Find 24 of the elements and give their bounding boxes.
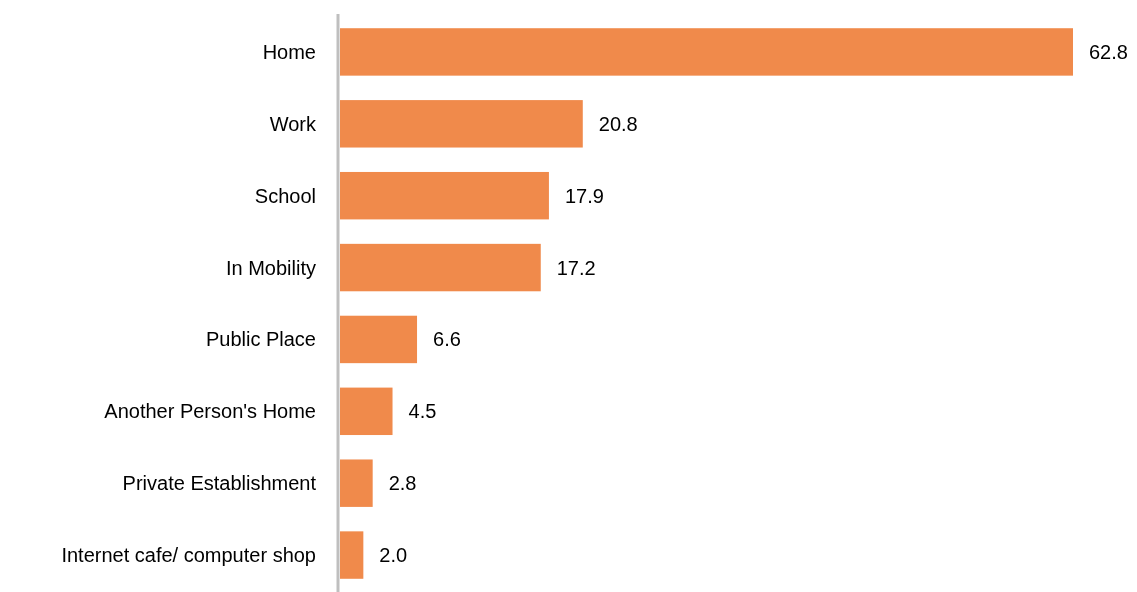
bar: [340, 459, 373, 507]
y-tick-label: Work: [269, 112, 317, 135]
bar: [340, 171, 549, 220]
y-tick-label: School: [254, 184, 316, 207]
data-label: 6.6: [433, 328, 461, 351]
bar: [340, 531, 364, 579]
bar: [340, 387, 393, 436]
bar: [340, 28, 1073, 76]
data-label: 2.0: [379, 544, 408, 567]
y-tick-label: In Mobility: [225, 256, 316, 279]
data-label: 2.8: [388, 472, 417, 495]
y-tick-label: Internet cafe/ computer shop: [61, 544, 316, 567]
y-tick-label: Another Person's Home: [104, 400, 316, 423]
data-label: 62.8: [1089, 40, 1128, 63]
y-tick-label: Public Place: [205, 328, 316, 351]
data-label: 4.5: [408, 400, 437, 423]
data-label: 17.9: [564, 184, 604, 207]
bar: [340, 243, 541, 292]
bar: [340, 100, 583, 148]
y-tick-label: Private Establishment: [122, 472, 317, 495]
data-label: 17.2: [556, 256, 596, 279]
data-label: 20.8: [598, 112, 638, 135]
y-tick-label: Home: [262, 40, 316, 63]
bar: [340, 315, 418, 364]
